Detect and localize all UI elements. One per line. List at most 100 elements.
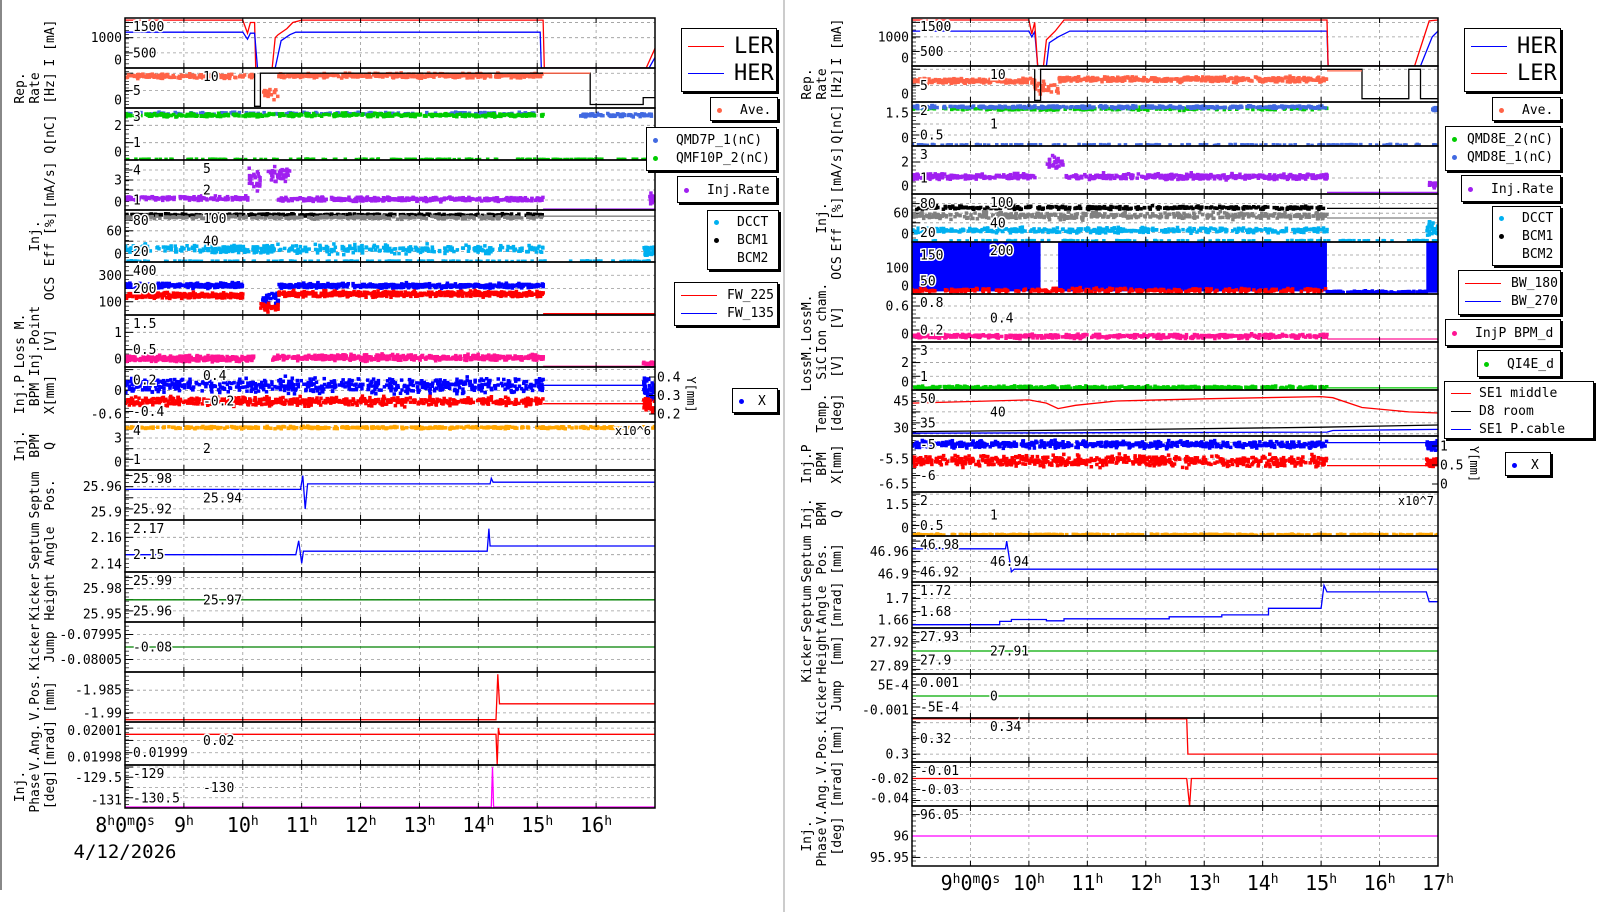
scatter-point — [347, 114, 352, 118]
scatter-point — [540, 72, 544, 76]
scatter-point — [288, 73, 292, 77]
scatter-point — [590, 157, 595, 160]
scatter-point — [307, 196, 312, 200]
scatter-point — [296, 284, 301, 289]
y-tick-label: 0 — [114, 195, 122, 210]
scatter-point — [262, 88, 267, 93]
scatter-point — [391, 286, 395, 290]
scatter-point — [478, 245, 483, 250]
scatter-point — [499, 294, 503, 298]
scatter-point — [266, 94, 270, 99]
scatter-point — [447, 113, 451, 118]
scatter-point — [282, 290, 287, 295]
scatter-point — [631, 115, 636, 119]
scatter-point — [455, 73, 460, 78]
scatter-point — [524, 198, 529, 203]
scatter-point — [637, 259, 642, 262]
scatter-point — [472, 285, 476, 289]
scatter-point — [377, 212, 382, 217]
scatter-point — [167, 295, 171, 300]
scatter-point — [432, 75, 436, 79]
scatter-point — [443, 248, 448, 253]
scatter-point — [353, 248, 358, 253]
scatter-point — [641, 113, 646, 118]
scatter-point — [354, 283, 359, 288]
scatter-point — [274, 88, 278, 92]
scatter-point — [183, 74, 187, 78]
scatter-point — [516, 112, 521, 117]
scatter-point — [402, 112, 407, 117]
scatter-point — [611, 259, 615, 262]
scatter-point — [125, 157, 130, 160]
scatter-point — [443, 251, 447, 256]
scatter-point — [311, 157, 316, 160]
scatter-point — [140, 282, 145, 287]
y-tick-label: 0 — [114, 53, 122, 68]
scatter-point — [580, 157, 585, 160]
scatter-point — [253, 247, 258, 252]
scatter-point — [214, 293, 219, 297]
scatter-point — [238, 157, 243, 160]
scatter-point — [234, 112, 239, 116]
scatter-point — [186, 247, 191, 251]
scatter-point — [498, 285, 503, 289]
scatter-point — [129, 246, 134, 250]
scatter-point — [125, 114, 128, 119]
scatter-point — [508, 73, 512, 78]
y-tick-label: 4 — [133, 164, 141, 179]
scatter-point — [312, 76, 316, 80]
scatter-point — [325, 249, 329, 253]
scatter-point — [204, 294, 209, 298]
scatter-point — [517, 249, 521, 253]
scatter-point — [278, 259, 282, 262]
scatter-point — [512, 196, 517, 200]
scatter-point — [490, 248, 494, 252]
scatter-point — [288, 293, 292, 297]
scatter-point — [520, 294, 524, 298]
scatter-point — [339, 282, 344, 286]
scatter-point — [200, 216, 204, 221]
scatter-point — [592, 259, 597, 262]
scatter-point — [354, 157, 359, 160]
scatter-point — [157, 197, 161, 201]
scatter-point — [192, 243, 197, 248]
scatter-point — [416, 292, 421, 297]
scatter-point — [461, 283, 465, 287]
scatter-point — [146, 259, 151, 262]
scatter-point — [256, 171, 260, 176]
scatter-point — [248, 178, 253, 183]
scatter-point — [338, 291, 342, 295]
scatter-point — [173, 292, 177, 296]
scatter-point — [200, 284, 205, 289]
scatter-point — [353, 242, 357, 247]
scatter-point — [430, 247, 435, 252]
scatter-point — [387, 216, 392, 221]
scatter-point — [180, 245, 184, 250]
panel-frame — [124, 17, 656, 69]
scatter-point — [195, 295, 200, 299]
scatter-point — [283, 179, 288, 184]
scatter-point — [187, 294, 191, 299]
scatter-point — [195, 281, 200, 285]
scatter-point — [188, 75, 192, 79]
scatter-point — [304, 249, 309, 254]
scatter-point — [383, 249, 387, 253]
scatter-point — [257, 114, 261, 119]
scatter-point — [355, 293, 359, 297]
scatter-point — [651, 249, 655, 253]
scatter-point — [143, 285, 148, 289]
scatter-point — [329, 292, 334, 297]
scatter-point — [539, 157, 544, 160]
scatter-point — [464, 197, 469, 201]
scatter-point — [359, 74, 363, 78]
scatter-point — [646, 246, 651, 250]
scatter-point — [204, 244, 208, 248]
scatter-point — [500, 74, 505, 78]
scatter-point — [242, 250, 247, 255]
scatter-point — [534, 212, 539, 217]
scatter-point — [196, 259, 200, 262]
scatter-point — [493, 199, 498, 203]
scatter-point — [433, 113, 438, 117]
scatter-point — [407, 216, 412, 220]
scatter-point — [532, 157, 537, 160]
